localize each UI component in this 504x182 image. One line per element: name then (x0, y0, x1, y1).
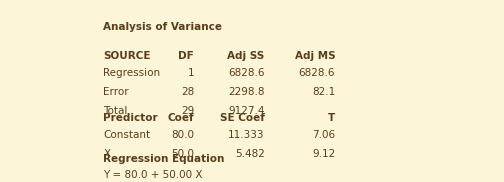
Text: X: X (103, 149, 110, 159)
Text: DF: DF (178, 51, 194, 61)
Text: 82.1: 82.1 (312, 87, 335, 97)
Text: 5.482: 5.482 (235, 149, 265, 159)
Text: 11.333: 11.333 (228, 130, 265, 140)
Text: 9127.4: 9127.4 (228, 106, 265, 116)
Text: 29: 29 (181, 106, 194, 116)
Text: T: T (328, 113, 335, 123)
Text: 6828.6: 6828.6 (299, 68, 335, 78)
Text: Adj MS: Adj MS (294, 51, 335, 61)
Text: Regression: Regression (103, 68, 160, 78)
Text: 1: 1 (187, 68, 194, 78)
Text: SOURCE: SOURCE (103, 51, 151, 61)
Text: 50.0: 50.0 (171, 149, 194, 159)
Text: Analysis of Variance: Analysis of Variance (103, 22, 222, 32)
Text: 28: 28 (181, 87, 194, 97)
Text: Constant: Constant (103, 130, 151, 140)
Text: Y = 80.0 + 50.00 X: Y = 80.0 + 50.00 X (103, 170, 203, 180)
Text: Predictor: Predictor (103, 113, 158, 123)
Text: Total: Total (103, 106, 128, 116)
Text: 7.06: 7.06 (312, 130, 335, 140)
Text: 80.0: 80.0 (171, 130, 194, 140)
Text: Adj SS: Adj SS (227, 51, 265, 61)
Text: 2298.8: 2298.8 (228, 87, 265, 97)
Text: 9.12: 9.12 (312, 149, 335, 159)
Text: SE Coef: SE Coef (220, 113, 265, 123)
Text: Coef: Coef (167, 113, 194, 123)
Text: Regression Equation: Regression Equation (103, 154, 225, 164)
Text: Error: Error (103, 87, 129, 97)
Text: 6828.6: 6828.6 (228, 68, 265, 78)
